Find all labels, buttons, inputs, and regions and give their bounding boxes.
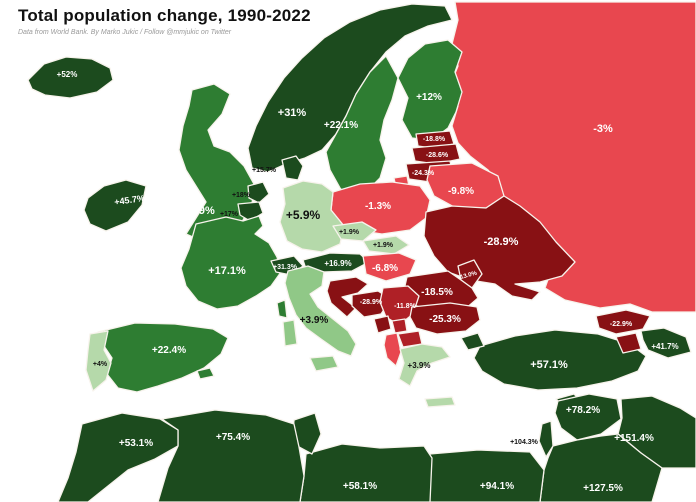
label-belgium: +17%: [220, 211, 239, 218]
label-germany: +5.9%: [286, 208, 321, 222]
label-belarus: -9.8%: [448, 186, 474, 197]
island-balearics: [196, 367, 215, 380]
label-czechia: +1.9%: [339, 229, 360, 236]
country-armenia: [615, 332, 642, 354]
country-spain: [97, 322, 229, 393]
country-uk: [178, 83, 255, 242]
label-iceland: +52%: [57, 70, 78, 79]
country-serbia: [379, 285, 420, 326]
label-italy: +3.9%: [300, 315, 329, 326]
region-thrace: [460, 332, 485, 351]
label-libya: +58.1%: [343, 481, 377, 492]
country-greece: [398, 343, 451, 387]
country-turkey: [473, 329, 647, 391]
label-iraq: +151.4%: [614, 433, 654, 444]
country-albania: [383, 332, 402, 367]
country-portugal: [85, 330, 112, 392]
label-ukraine: -28.9%: [484, 236, 519, 248]
label-estonia: -18.8%: [423, 136, 446, 143]
island-sicily: [309, 355, 339, 372]
label-portugal: +4%: [93, 361, 108, 368]
label-poland: -1.3%: [365, 201, 391, 212]
country-kosovo: [391, 318, 408, 334]
country-germany: [279, 180, 345, 253]
country-azerbaijan: [640, 327, 692, 359]
label-uk: +16.9%: [177, 205, 215, 217]
label-bulgaria: -25.3%: [429, 314, 461, 325]
country-netherlands: [247, 181, 270, 204]
map-header: Total population change, 1990-2022 Data …: [18, 6, 311, 36]
label-syria: +78.2%: [566, 405, 600, 416]
label-denmark: +15.7%: [252, 167, 277, 174]
country-jordan: [539, 433, 663, 502]
label-greece: +3.9%: [408, 361, 431, 370]
country-israel: [538, 420, 554, 458]
label-jordan: +127.5%: [583, 483, 623, 494]
label-sweden: +22.1%: [324, 120, 358, 131]
label-algeria: +75.4%: [216, 432, 250, 443]
label-morocco: +53.1%: [119, 438, 153, 449]
country-moldova: [457, 259, 483, 289]
label-slovakia: +1.9%: [373, 242, 394, 249]
label-austria: +16.9%: [324, 259, 351, 268]
country-norway: [247, 3, 453, 173]
label-norway: +31%: [278, 107, 307, 119]
label-serbia: -11.8%: [394, 303, 417, 310]
country-ireland: [83, 179, 147, 232]
label-latvia: -28.6%: [426, 152, 449, 159]
country-morocco: [57, 412, 179, 502]
country-france: [180, 215, 282, 310]
country-hungary: [362, 252, 417, 282]
label-lithuania: -24.3%: [412, 170, 435, 177]
country-egypt: [427, 449, 545, 502]
country-georgia: [595, 309, 651, 335]
country-slovakia: [362, 235, 410, 255]
label-georgia: -22.9%: [610, 321, 633, 328]
country-algeria: [157, 409, 305, 502]
country-denmark: [281, 155, 304, 181]
label-israel: +104.3%: [510, 439, 539, 446]
label-egypt: +94.1%: [480, 481, 514, 492]
country-sweden: [325, 55, 399, 201]
label-turkey: +57.1%: [530, 359, 568, 371]
island-crete: [424, 396, 456, 408]
country-shapes: [27, 1, 696, 502]
country-bulgaria: [409, 302, 481, 335]
label-moldova: -13.0%: [458, 271, 479, 282]
label-azerbaijan: +41.7%: [651, 342, 678, 351]
country-iceland: [27, 56, 114, 99]
label-france: +17.1%: [208, 265, 246, 277]
label-ireland: +45.7%: [114, 193, 146, 207]
country-libya: [299, 443, 433, 502]
label-hungary: -6.8%: [372, 263, 398, 274]
label-romania: -18.5%: [421, 287, 453, 298]
country-montenegro: [373, 315, 392, 334]
page-subtitle: Data from World Bank. By Marko Jukic / F…: [18, 29, 232, 36]
label-switzerland: +31.3%: [273, 264, 298, 271]
country-italy: [284, 265, 357, 357]
country-labels: +52% +45.7% +16.9% +31% +22.1% +12% +15.7% -18.…: [57, 70, 679, 494]
country-czechia: [332, 221, 377, 242]
island-corsica: [276, 299, 288, 319]
island-sardinia: [282, 319, 298, 347]
country-syria: [554, 393, 622, 441]
country-finland: [397, 39, 463, 141]
country-croatia: [326, 276, 369, 318]
label-russia: -3%: [593, 123, 613, 135]
label-netherlands: +18%: [232, 192, 251, 199]
page-title: Total population change, 1990-2022: [18, 6, 311, 25]
label-bosnia: -28.9%: [360, 299, 383, 306]
label-finland: +12%: [416, 92, 442, 103]
label-spain: +22.4%: [152, 345, 186, 356]
